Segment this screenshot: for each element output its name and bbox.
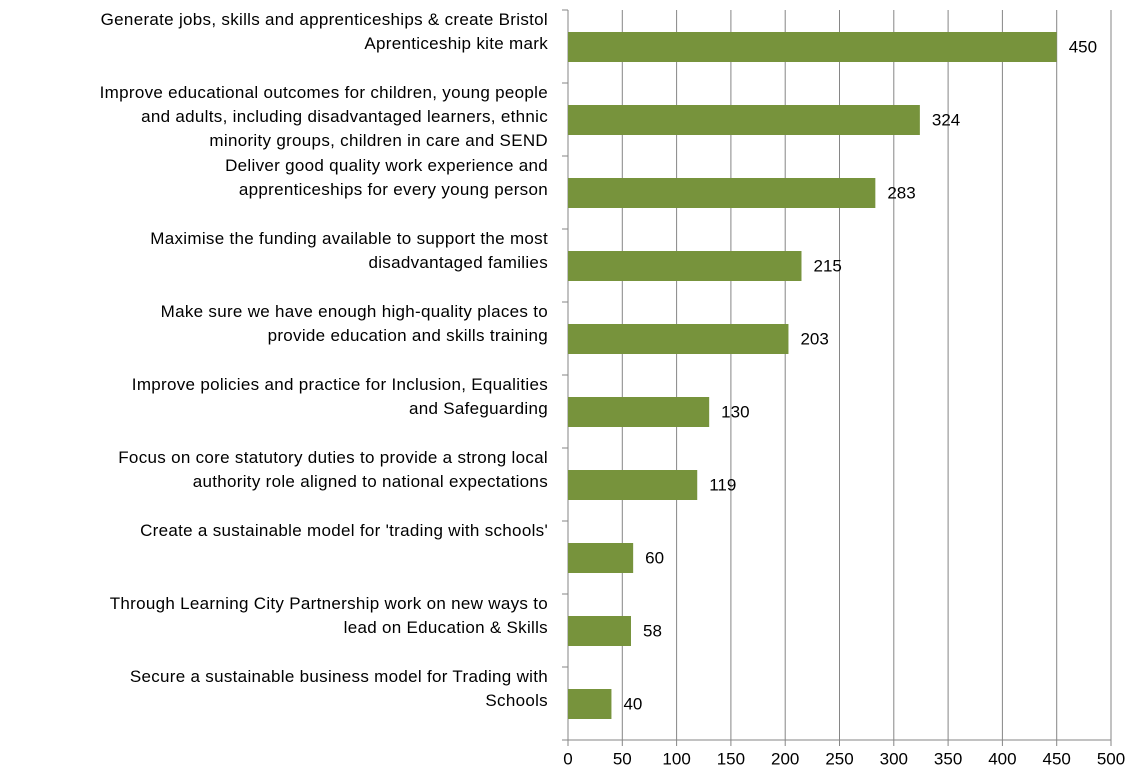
x-tick-label: 200 — [771, 749, 799, 768]
x-tick-label: 450 — [1043, 749, 1071, 768]
y-tick-label: Maximise the funding available to suppor… — [150, 229, 548, 272]
y-tick-label: Deliver good quality work experience and… — [225, 156, 548, 199]
bar — [568, 543, 634, 573]
value-label: 130 — [721, 402, 749, 421]
value-label: 40 — [623, 694, 642, 713]
x-tick-label: 250 — [825, 749, 853, 768]
value-label: 450 — [1069, 37, 1097, 56]
value-label: 203 — [800, 329, 828, 348]
x-tick-label: 400 — [988, 749, 1016, 768]
y-tick-label: Improve educational outcomes for childre… — [99, 83, 548, 150]
value-label: 283 — [887, 183, 915, 202]
bar — [568, 470, 698, 500]
bar — [568, 324, 789, 354]
x-tick-label: 300 — [880, 749, 908, 768]
x-tick-label: 50 — [613, 749, 632, 768]
y-tick-label: Focus on core statutory duties to provid… — [118, 448, 548, 491]
x-tick-label: 150 — [717, 749, 745, 768]
value-label: 60 — [645, 548, 664, 567]
value-label: 215 — [813, 256, 841, 275]
bar — [568, 689, 612, 719]
x-tick-label: 500 — [1097, 749, 1125, 768]
y-tick-label: Improve policies and practice for Inclus… — [131, 375, 548, 418]
bar — [568, 616, 631, 646]
bar — [568, 178, 876, 208]
y-tick-label: Secure a sustainable business model for … — [129, 667, 548, 710]
value-label: 119 — [709, 475, 736, 494]
x-tick-label: 0 — [563, 749, 572, 768]
y-tick-label: Make sure we have enough high-quality pl… — [160, 302, 548, 345]
x-tick-label: 350 — [934, 749, 962, 768]
value-label: 58 — [643, 621, 662, 640]
y-tick-label: Through Learning City Partnership work o… — [109, 594, 548, 637]
bar — [568, 397, 710, 427]
y-tick-label: Create a sustainable model for 'trading … — [140, 521, 548, 540]
bar — [568, 32, 1057, 62]
bar — [568, 105, 920, 135]
y-tick-label: Generate jobs, skills and apprenticeship… — [100, 10, 548, 53]
x-tick-label: 100 — [662, 749, 690, 768]
value-label: 324 — [932, 110, 960, 129]
bar — [568, 251, 802, 281]
